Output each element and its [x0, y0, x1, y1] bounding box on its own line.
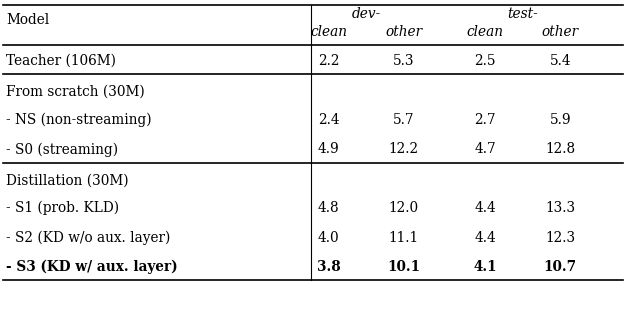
Text: 5.3: 5.3: [393, 54, 414, 68]
Text: 4.9: 4.9: [318, 142, 339, 156]
Text: 4.1: 4.1: [473, 260, 497, 274]
Text: dev-: dev-: [352, 7, 381, 20]
Text: 11.1: 11.1: [389, 231, 419, 245]
Text: 4.0: 4.0: [318, 231, 339, 245]
Text: - S1 (prob. KLD): - S1 (prob. KLD): [6, 201, 120, 215]
Text: 10.7: 10.7: [544, 260, 577, 274]
Text: 2.2: 2.2: [318, 54, 339, 68]
Text: 2.5: 2.5: [475, 54, 496, 68]
Text: 12.8: 12.8: [545, 142, 575, 156]
Text: From scratch (30M): From scratch (30M): [6, 85, 145, 99]
Text: clean: clean: [466, 26, 504, 39]
Text: - S3 (KD w/ aux. layer): - S3 (KD w/ aux. layer): [6, 260, 178, 274]
Text: 2.4: 2.4: [318, 113, 339, 127]
Text: 5.7: 5.7: [393, 113, 414, 127]
Text: 4.7: 4.7: [475, 142, 496, 156]
Text: 4.4: 4.4: [475, 231, 496, 245]
Text: Model: Model: [6, 13, 49, 27]
Text: other: other: [541, 26, 579, 39]
Text: 4.8: 4.8: [318, 201, 339, 215]
Text: 5.9: 5.9: [550, 113, 571, 127]
Text: 12.0: 12.0: [389, 201, 419, 215]
Text: - NS (non-streaming): - NS (non-streaming): [6, 113, 152, 127]
Text: clean: clean: [310, 26, 347, 39]
Text: - S0 (streaming): - S0 (streaming): [6, 142, 118, 156]
Text: Teacher (106M): Teacher (106M): [6, 54, 116, 68]
Text: other: other: [385, 26, 423, 39]
Text: 5.4: 5.4: [550, 54, 571, 68]
Text: 10.1: 10.1: [387, 260, 420, 274]
Text: 2.7: 2.7: [475, 113, 496, 127]
Text: 12.2: 12.2: [389, 142, 419, 156]
Text: 12.3: 12.3: [545, 231, 575, 245]
Text: 4.4: 4.4: [475, 201, 496, 215]
Text: - S2 (KD w/o aux. layer): - S2 (KD w/o aux. layer): [6, 230, 171, 245]
Text: 3.8: 3.8: [317, 260, 341, 274]
Text: Distillation (30M): Distillation (30M): [6, 173, 129, 187]
Text: 13.3: 13.3: [545, 201, 575, 215]
Text: test-: test-: [507, 7, 538, 20]
